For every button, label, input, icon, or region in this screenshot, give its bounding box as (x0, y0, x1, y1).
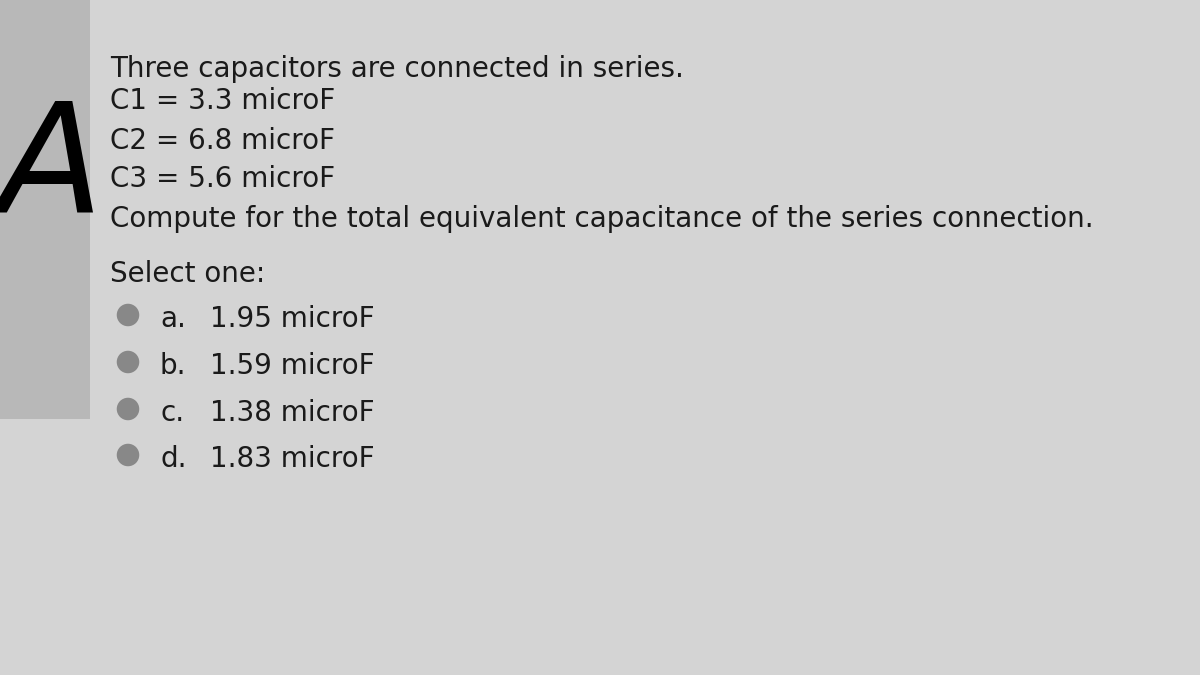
Text: 1.38 microF: 1.38 microF (210, 399, 374, 427)
Text: 1.83 microF: 1.83 microF (210, 445, 374, 473)
Bar (0, 0, 90, 418)
Text: A: A (0, 95, 102, 244)
Text: d.: d. (160, 445, 186, 473)
Text: Compute for the total equivalent capacitance of the series connection.: Compute for the total equivalent capacit… (110, 205, 1093, 233)
Circle shape (118, 399, 138, 419)
Text: C1 = 3.3 microF: C1 = 3.3 microF (110, 87, 335, 115)
Text: C2 = 6.8 microF: C2 = 6.8 microF (110, 127, 335, 155)
Text: Three capacitors are connected in series.: Three capacitors are connected in series… (110, 55, 684, 83)
Text: b.: b. (160, 352, 186, 380)
Circle shape (118, 445, 138, 465)
Circle shape (118, 305, 138, 325)
Text: 1.95 microF: 1.95 microF (210, 305, 374, 333)
Text: Select one:: Select one: (110, 260, 265, 288)
Text: 1.59 microF: 1.59 microF (210, 352, 374, 380)
Text: a.: a. (160, 305, 186, 333)
Text: c.: c. (160, 399, 184, 427)
Text: C3 = 5.6 microF: C3 = 5.6 microF (110, 165, 335, 193)
Circle shape (118, 352, 138, 372)
